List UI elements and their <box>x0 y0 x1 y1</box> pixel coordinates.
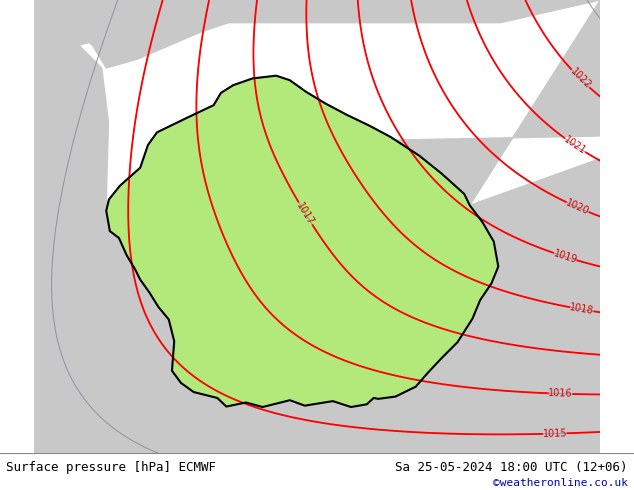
Text: 1015: 1015 <box>543 428 567 439</box>
Text: ©weatheronline.co.uk: ©weatheronline.co.uk <box>493 478 628 488</box>
Text: 1021: 1021 <box>562 134 588 156</box>
Polygon shape <box>34 294 600 453</box>
Text: 1022: 1022 <box>568 67 593 91</box>
Polygon shape <box>34 0 110 249</box>
Text: 1019: 1019 <box>552 248 578 265</box>
Polygon shape <box>107 75 498 407</box>
Polygon shape <box>34 0 238 91</box>
Text: Surface pressure [hPa] ECMWF: Surface pressure [hPa] ECMWF <box>6 462 216 474</box>
Polygon shape <box>34 0 600 68</box>
Text: 1016: 1016 <box>548 388 573 399</box>
Text: Sa 25-05-2024 18:00 UTC (12+06): Sa 25-05-2024 18:00 UTC (12+06) <box>395 462 628 474</box>
Polygon shape <box>378 159 600 399</box>
Text: 1017: 1017 <box>295 200 316 227</box>
Polygon shape <box>34 231 174 453</box>
Polygon shape <box>148 0 600 205</box>
Text: 1020: 1020 <box>564 198 591 217</box>
Text: 1018: 1018 <box>569 302 595 317</box>
